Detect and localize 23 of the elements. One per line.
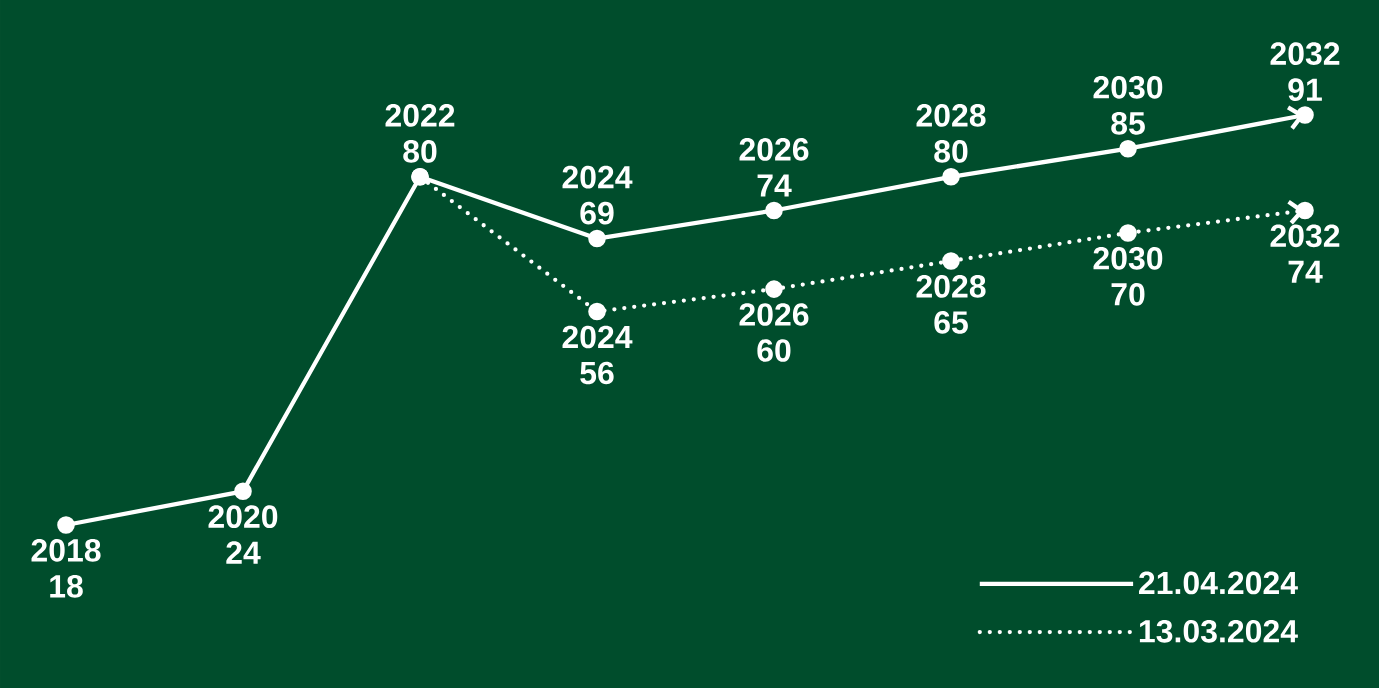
- data-label: 56: [580, 361, 614, 385]
- data-label: 65: [934, 311, 968, 334]
- data-label: 60: [757, 339, 791, 362]
- data-label: 85: [1111, 112, 1145, 135]
- category-label: 2028: [916, 275, 986, 298]
- data-label: 18: [50, 575, 83, 598]
- x-tick-label: 2018: [31, 539, 101, 562]
- data-label: 80: [403, 140, 437, 163]
- data-label: 80: [934, 140, 968, 163]
- data-label: 24: [226, 541, 261, 564]
- data-label: 70: [1111, 283, 1145, 306]
- data-label: 74: [1288, 260, 1323, 283]
- data-label: 74: [757, 174, 792, 197]
- x-tick-label: 2022: [385, 104, 455, 127]
- data-label: 69: [580, 201, 614, 225]
- x-tick-label: 2020: [208, 505, 278, 528]
- legend-label: 13.03.2024: [1139, 619, 1298, 643]
- legend-label: 21.04.2024: [1139, 571, 1298, 595]
- category-label: 2032: [1270, 224, 1340, 248]
- category-label: 2026: [739, 303, 809, 326]
- category-label: 2030: [1093, 247, 1163, 270]
- data-label: 91: [1288, 78, 1322, 101]
- category-label: 2024: [562, 325, 633, 349]
